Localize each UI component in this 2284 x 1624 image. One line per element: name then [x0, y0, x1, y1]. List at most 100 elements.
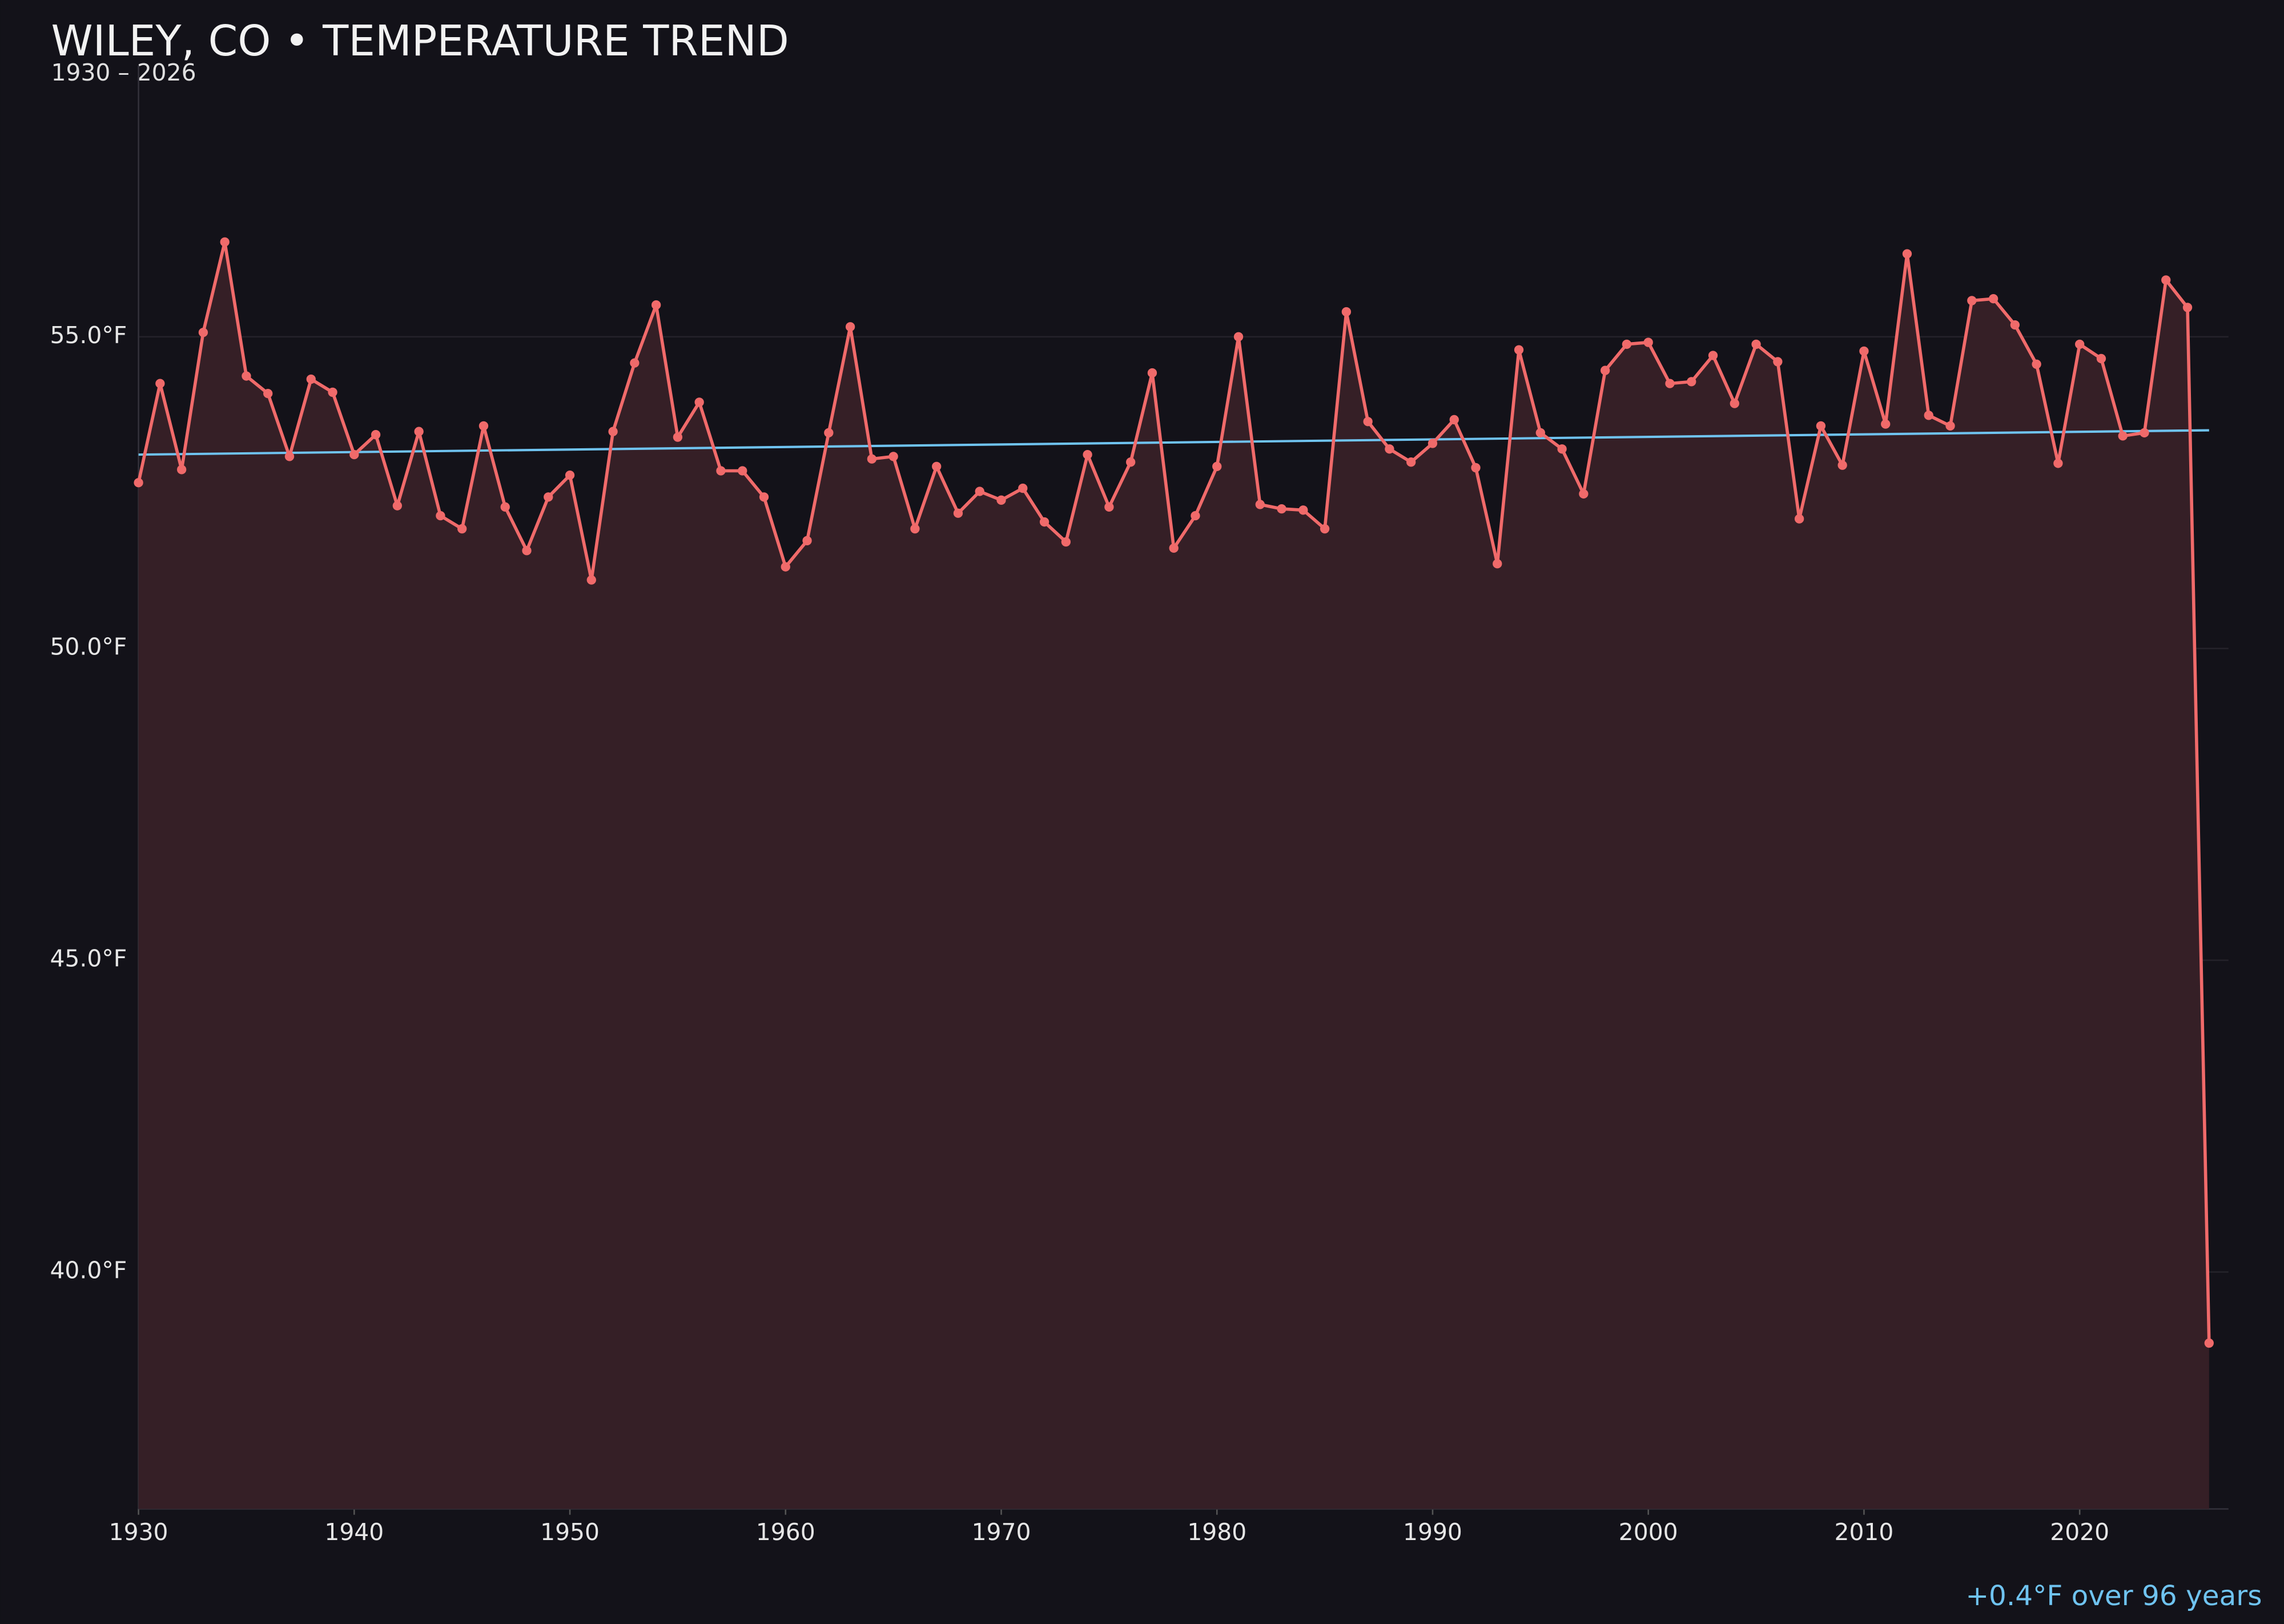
- point: [1169, 543, 1179, 553]
- y-tick-label: 45.0°F: [50, 945, 127, 972]
- point: [242, 371, 251, 381]
- point: [586, 575, 596, 585]
- point: [1277, 504, 1286, 514]
- point: [478, 421, 489, 431]
- point: [673, 432, 683, 442]
- point: [2075, 339, 2085, 349]
- point: [1773, 357, 1783, 367]
- point: [824, 428, 834, 438]
- point: [134, 478, 143, 488]
- point: [1514, 345, 1524, 355]
- x-tick-label: 2010: [1835, 1518, 1894, 1546]
- point: [1730, 399, 1739, 408]
- point: [565, 470, 575, 480]
- point: [1708, 351, 1718, 360]
- point: [1191, 510, 1200, 521]
- point: [1493, 559, 1502, 569]
- point: [694, 397, 704, 407]
- point: [932, 461, 942, 472]
- point: [1471, 463, 1481, 473]
- point: [457, 524, 467, 534]
- trend-line: [138, 429, 2209, 456]
- point: [1837, 460, 1847, 470]
- chart-subtitle: 1930 – 2026: [51, 59, 196, 86]
- point: [2204, 1338, 2214, 1348]
- point: [522, 546, 532, 556]
- point: [738, 466, 747, 476]
- point: [1643, 337, 1653, 347]
- point: [1341, 307, 1352, 317]
- point: [651, 300, 661, 310]
- point: [953, 508, 963, 518]
- point: [1061, 537, 1071, 547]
- point: [1212, 461, 1222, 472]
- point: [284, 452, 295, 461]
- point: [176, 465, 187, 475]
- point: [1988, 294, 1998, 304]
- point: [1298, 505, 1308, 515]
- x-tick-label: 1980: [1187, 1518, 1246, 1546]
- point: [1449, 415, 1459, 425]
- point: [2182, 303, 2193, 312]
- point: [608, 427, 618, 436]
- point: [1924, 411, 1933, 420]
- x-tick-label: 1940: [324, 1518, 384, 1546]
- point: [2032, 359, 2041, 369]
- point: [220, 237, 230, 247]
- point: [155, 379, 165, 388]
- point: [996, 495, 1006, 505]
- point: [888, 452, 898, 461]
- point: [1881, 419, 1891, 429]
- point: [1794, 514, 1804, 524]
- point: [436, 510, 445, 521]
- point: [306, 374, 316, 384]
- x-tick-label: 1950: [540, 1518, 600, 1546]
- point: [2161, 275, 2171, 285]
- x-tick-label: 1960: [756, 1518, 815, 1546]
- point: [1320, 524, 1330, 534]
- point: [1233, 332, 1244, 341]
- point: [1687, 377, 1696, 387]
- point: [1406, 457, 1416, 467]
- point: [263, 388, 273, 399]
- point: [716, 466, 726, 476]
- point: [1083, 449, 1092, 460]
- point: [2096, 353, 2106, 364]
- point: [2140, 428, 2149, 438]
- point: [1104, 502, 1114, 512]
- point: [1945, 421, 1955, 431]
- x-tick-label: 1990: [1403, 1518, 1462, 1546]
- point: [1579, 489, 1589, 499]
- point: [630, 358, 640, 368]
- point: [1557, 444, 1567, 454]
- point: [2053, 459, 2063, 468]
- point: [1665, 379, 1675, 388]
- point: [845, 322, 855, 332]
- point: [1535, 428, 1546, 438]
- point: [1147, 368, 1157, 378]
- y-tick-label: 40.0°F: [50, 1257, 127, 1284]
- annotation: +0.4°F over 96 years: [1965, 1580, 2262, 1612]
- point: [1385, 444, 1394, 454]
- point: [328, 387, 337, 397]
- area: [138, 242, 2209, 1509]
- point: [1859, 346, 1869, 356]
- point: [867, 454, 877, 464]
- point: [781, 562, 790, 572]
- y-tick-label: 55.0°F: [50, 321, 127, 349]
- point: [1816, 421, 1826, 431]
- point: [975, 487, 984, 496]
- point: [1751, 339, 1761, 349]
- point: [544, 492, 553, 502]
- x-tick-label: 2020: [2050, 1518, 2109, 1546]
- point: [1427, 439, 1438, 448]
- x-tick-label: 2000: [1619, 1518, 1678, 1546]
- point: [802, 536, 812, 545]
- point: [500, 502, 510, 512]
- point: [198, 327, 208, 337]
- point: [1902, 249, 1912, 259]
- x-tick-label: 1930: [109, 1518, 168, 1546]
- point: [1967, 296, 1977, 305]
